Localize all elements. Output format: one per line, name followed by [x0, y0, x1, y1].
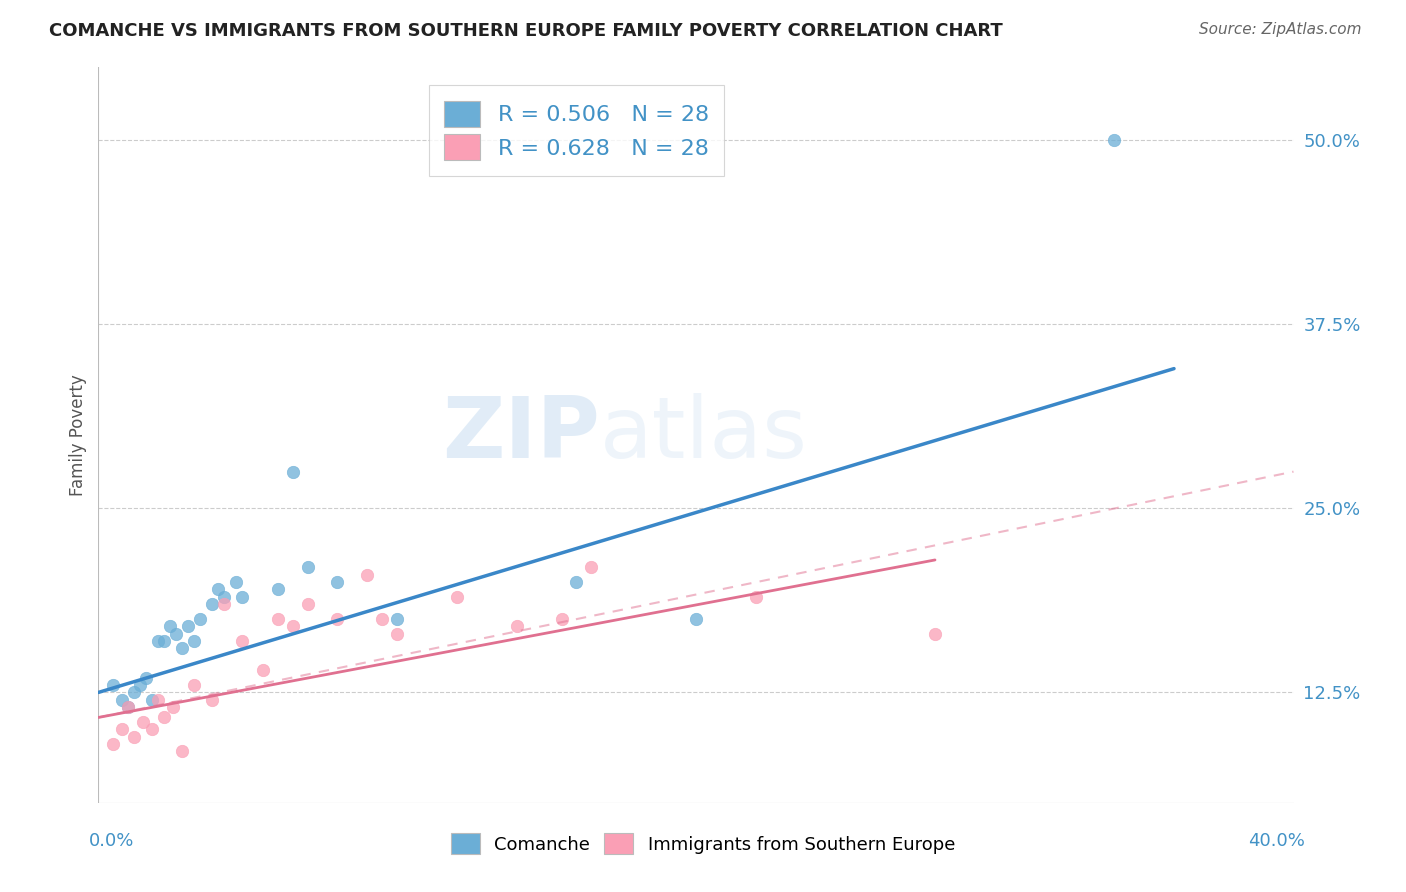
Point: [148, 633, 170, 648]
Point: [201, 597, 224, 611]
Point: [188, 612, 211, 626]
Y-axis label: Family Poverty: Family Poverty: [69, 374, 87, 496]
Point: [281, 465, 304, 479]
Point: [924, 626, 946, 640]
Point: [183, 678, 205, 692]
Point: [111, 723, 134, 737]
Point: [581, 560, 603, 574]
Point: [446, 590, 468, 604]
Point: [111, 692, 134, 706]
Point: [267, 582, 290, 597]
Point: [153, 633, 176, 648]
Point: [252, 664, 274, 678]
Point: [745, 590, 768, 604]
Point: [281, 619, 304, 633]
Point: [550, 612, 572, 626]
Point: [132, 714, 155, 729]
Text: 0.0%: 0.0%: [89, 832, 134, 850]
Point: [141, 692, 163, 706]
Point: [103, 678, 125, 692]
Point: [267, 612, 290, 626]
Point: [1104, 133, 1126, 147]
Point: [231, 590, 253, 604]
Point: [129, 678, 152, 692]
Point: [326, 574, 349, 589]
Point: [212, 590, 235, 604]
Point: [565, 574, 588, 589]
Point: [153, 710, 176, 724]
Point: [165, 626, 187, 640]
Point: [148, 692, 170, 706]
Point: [201, 692, 224, 706]
Point: [212, 597, 235, 611]
Point: [231, 633, 253, 648]
Point: [506, 619, 529, 633]
Point: [385, 612, 409, 626]
Point: [103, 737, 125, 751]
Point: [135, 671, 157, 685]
Point: [385, 626, 409, 640]
Point: [177, 619, 200, 633]
Point: [297, 597, 319, 611]
Text: COMANCHE VS IMMIGRANTS FROM SOUTHERN EUROPE FAMILY POVERTY CORRELATION CHART: COMANCHE VS IMMIGRANTS FROM SOUTHERN EUR…: [49, 22, 1002, 40]
Point: [141, 723, 163, 737]
Point: [371, 612, 394, 626]
Point: [159, 619, 181, 633]
Point: [124, 685, 146, 699]
Point: [117, 700, 139, 714]
Text: ZIP: ZIP: [443, 393, 600, 476]
Text: atlas: atlas: [600, 393, 808, 476]
Point: [172, 744, 194, 758]
Text: 40.0%: 40.0%: [1249, 832, 1305, 850]
Point: [207, 582, 229, 597]
Point: [225, 574, 247, 589]
Text: Source: ZipAtlas.com: Source: ZipAtlas.com: [1198, 22, 1361, 37]
Point: [172, 641, 194, 656]
Point: [356, 567, 378, 582]
Point: [326, 612, 349, 626]
Point: [183, 633, 205, 648]
Point: [124, 730, 146, 744]
Point: [297, 560, 319, 574]
Point: [685, 612, 707, 626]
Legend: Comanche, Immigrants from Southern Europe: Comanche, Immigrants from Southern Europ…: [439, 821, 967, 867]
Legend: R = 0.506   N = 28, R = 0.628   N = 28: R = 0.506 N = 28, R = 0.628 N = 28: [429, 86, 724, 176]
Point: [162, 700, 184, 714]
Point: [117, 700, 139, 714]
